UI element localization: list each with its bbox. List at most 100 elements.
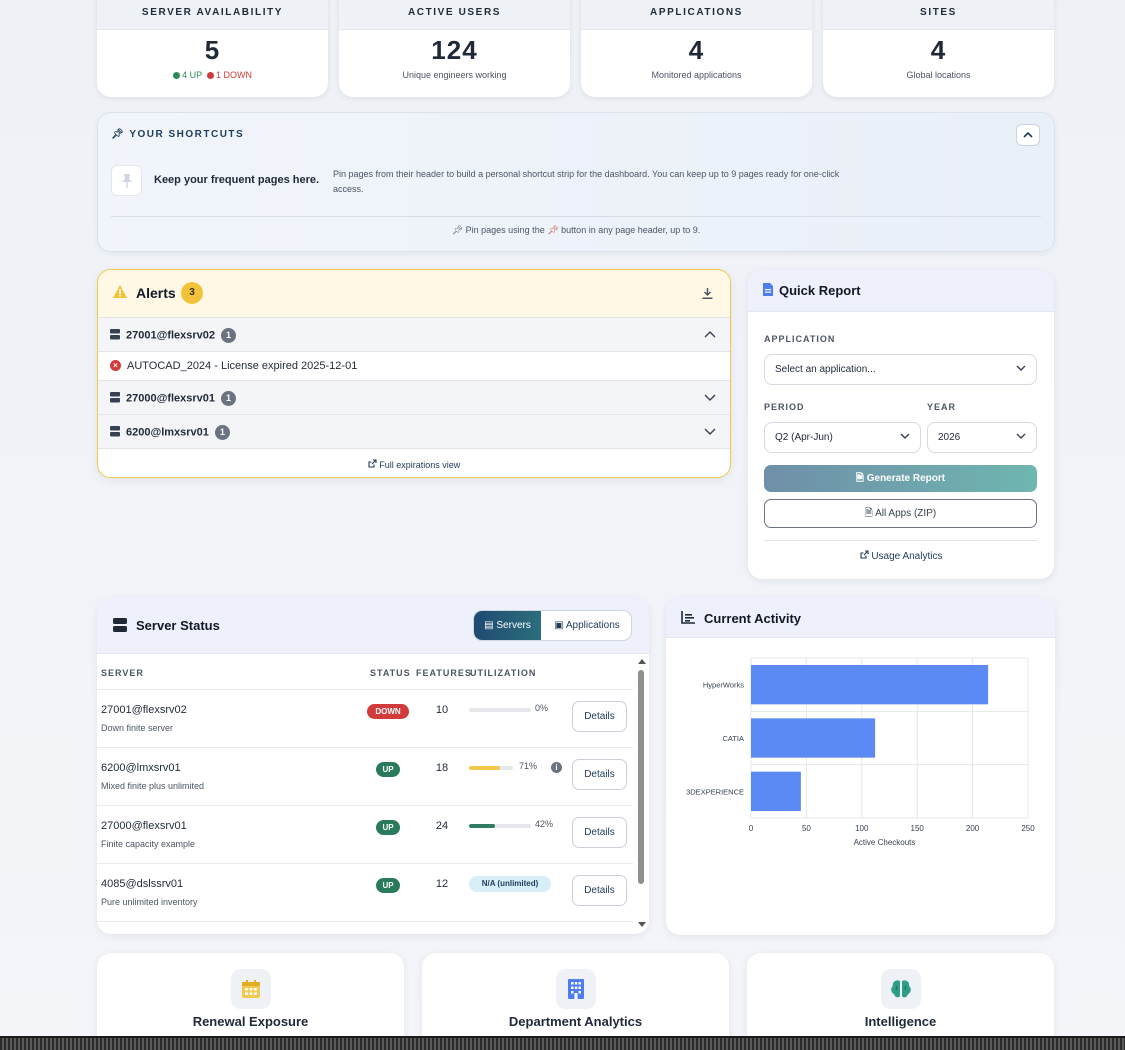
chevron-down-icon — [704, 394, 716, 401]
alert-count-badge: 1 — [221, 391, 237, 406]
pin-icon: 📌︎ — [111, 129, 126, 140]
server-status-title: Server Status — [136, 618, 220, 633]
alert-group-toggle[interactable]: 27000@flexsrv01 1 — [98, 380, 730, 414]
scroll-down-icon[interactable] — [638, 922, 646, 928]
features-count: 10 — [435, 704, 449, 716]
building-icon — [555, 969, 596, 1009]
alert-group-toggle[interactable]: 27001@flexsrv02 1 — [98, 317, 730, 351]
stat-card-applications: APPLICATIONS 4 Monitored applications — [581, 0, 812, 97]
shortcuts-header: 📌︎ YOUR SHORTCUTS — [111, 129, 244, 140]
down-dot-icon — [206, 72, 214, 80]
status-badge: UP — [376, 762, 400, 777]
button-label: All Apps (ZIP) — [875, 508, 937, 519]
application-select[interactable]: Select an application... — [764, 354, 1037, 385]
alert-message: AUTOCAD_2024 - License expired 2025-12-0… — [127, 360, 358, 372]
window-border — [0, 1036, 1125, 1050]
alert-server-name: 6200@lmxsrv01 1 — [126, 425, 230, 440]
alerts-title: Alerts — [136, 285, 176, 301]
application-label: APPLICATION — [764, 334, 836, 344]
server-status-header: Server Status ▤ Servers ▣ Applications — [97, 598, 649, 654]
period-select[interactable]: Q2 (Apr-Jun) — [764, 422, 921, 453]
button-label: Generate Report — [866, 473, 946, 484]
collapse-button[interactable] — [1016, 124, 1040, 146]
quick-report-header: Quick Report — [748, 270, 1054, 312]
alert-server-name: 27001@flexsrv02 1 — [126, 328, 237, 343]
all-apps-zip-button[interactable]: 🗎︎ All Apps (ZIP) — [764, 499, 1037, 528]
details-button[interactable]: Details — [572, 701, 627, 732]
server-name: 27001@flexsrv02 — [101, 704, 187, 716]
server-description: Finite capacity example — [101, 839, 196, 849]
external-link-icon — [368, 459, 377, 468]
scrollbar[interactable] — [637, 656, 647, 932]
info-icon[interactable]: i — [551, 762, 562, 773]
bar — [751, 771, 801, 811]
table-row: 4085@dslssrv01 Pure unlimited inventory … — [97, 863, 633, 921]
link-label: Full expirations view — [379, 460, 461, 470]
server-icon: ▤ — [484, 620, 494, 631]
bar-chart-icon — [681, 611, 695, 624]
scrollbar-thumb[interactable] — [638, 670, 644, 884]
stat-label: SERVER AVAILABILITY — [97, 0, 328, 30]
status-badge: UP — [376, 820, 400, 835]
year-label: YEAR — [927, 402, 957, 412]
utilization-fill — [469, 766, 501, 770]
stat-sub: Unique engineers working — [402, 70, 507, 80]
details-button[interactable]: Details — [572, 817, 627, 848]
alerts-panel: Alerts 3 27001@flexsrv02 1 × AUTOCAD_2024… — [97, 269, 731, 478]
alerts-header: Alerts 3 — [98, 270, 730, 317]
shortcuts-hint: 📌︎ Pin pages using the 📌︎ button in any … — [98, 225, 1054, 236]
table-row: 27001@flexsrv02 Down finite server DOWN … — [97, 689, 633, 747]
generate-report-button[interactable]: 🗎︎ Generate Report — [764, 465, 1037, 492]
server-name: 4085@dslssrv01 — [101, 878, 184, 890]
stat-card-active-users: ACTIVE USERS 124 Unique engineers workin… — [339, 0, 570, 97]
card-title: Intelligence — [864, 1014, 937, 1029]
stat-sub: Monitored applications — [651, 70, 742, 80]
renewal-exposure-card[interactable]: Renewal Exposure — [97, 953, 404, 1050]
current-activity-header: Current Activity — [666, 598, 1055, 638]
stat-card-server-availability: SERVER AVAILABILITY 5 4 UP 1 DOWN — [97, 0, 328, 97]
department-analytics-card[interactable]: Department Analytics — [422, 953, 729, 1050]
alert-server-name: 27000@flexsrv01 1 — [126, 391, 237, 406]
view-toggle: ▤ Servers ▣ Applications — [473, 610, 632, 641]
stat-label: SITES — [823, 0, 1054, 30]
intelligence-card[interactable]: Intelligence — [747, 953, 1054, 1050]
pin-icon — [121, 174, 132, 188]
scroll-up-icon[interactable] — [638, 658, 646, 664]
utilization-percent: 71% — [519, 761, 538, 771]
stat-value: 124 — [431, 35, 478, 65]
shortcuts-empty-title: Keep your frequent pages here. — [154, 174, 320, 186]
bar — [751, 665, 989, 705]
utilization-percent: 0% — [535, 703, 549, 713]
server-name: 6200@lmxsrv01 — [101, 762, 181, 774]
details-button[interactable]: Details — [572, 759, 627, 790]
table-row — [97, 921, 633, 933]
divider — [764, 540, 1037, 541]
tab-label: Applications — [565, 620, 620, 631]
alert-count-badge: 1 — [214, 425, 230, 440]
x-axis-label: Active Checkouts — [854, 838, 916, 847]
red-pin-icon: 📌︎ — [547, 225, 559, 235]
quick-report-panel: Quick Report APPLICATION Select an appli… — [748, 270, 1054, 579]
features-count: 12 — [435, 878, 449, 890]
external-link-icon — [859, 550, 869, 559]
server-icon — [110, 392, 120, 403]
alert-group-toggle[interactable]: 6200@lmxsrv01 1 — [98, 414, 730, 448]
download-icon[interactable] — [701, 287, 714, 300]
x-tick-label: 50 — [802, 824, 811, 833]
full-expirations-link[interactable]: Full expirations view — [98, 448, 730, 477]
x-tick-label: 250 — [1021, 824, 1035, 833]
details-button[interactable]: Details — [572, 875, 627, 906]
chevron-up-icon — [704, 331, 716, 338]
stat-value: 4 — [688, 35, 705, 65]
server-description: Mixed finite plus unlimited — [101, 781, 205, 791]
year-select[interactable]: 2026 — [927, 422, 1037, 453]
server-description: Pure unlimited inventory — [101, 897, 198, 907]
shortcuts-title: YOUR SHORTCUTS — [129, 129, 245, 140]
file-icon: 🗎︎ — [855, 473, 864, 484]
y-tick-label: 3DEXPERIENCE — [686, 787, 744, 796]
select-value: 2026 — [938, 432, 961, 443]
usage-analytics-link[interactable]: Usage Analytics — [748, 550, 1054, 562]
shortcuts-description: Pin pages from their header to build a p… — [333, 169, 840, 194]
tab-applications[interactable]: ▣ Applications — [541, 611, 631, 640]
tab-servers[interactable]: ▤ Servers — [474, 611, 541, 640]
